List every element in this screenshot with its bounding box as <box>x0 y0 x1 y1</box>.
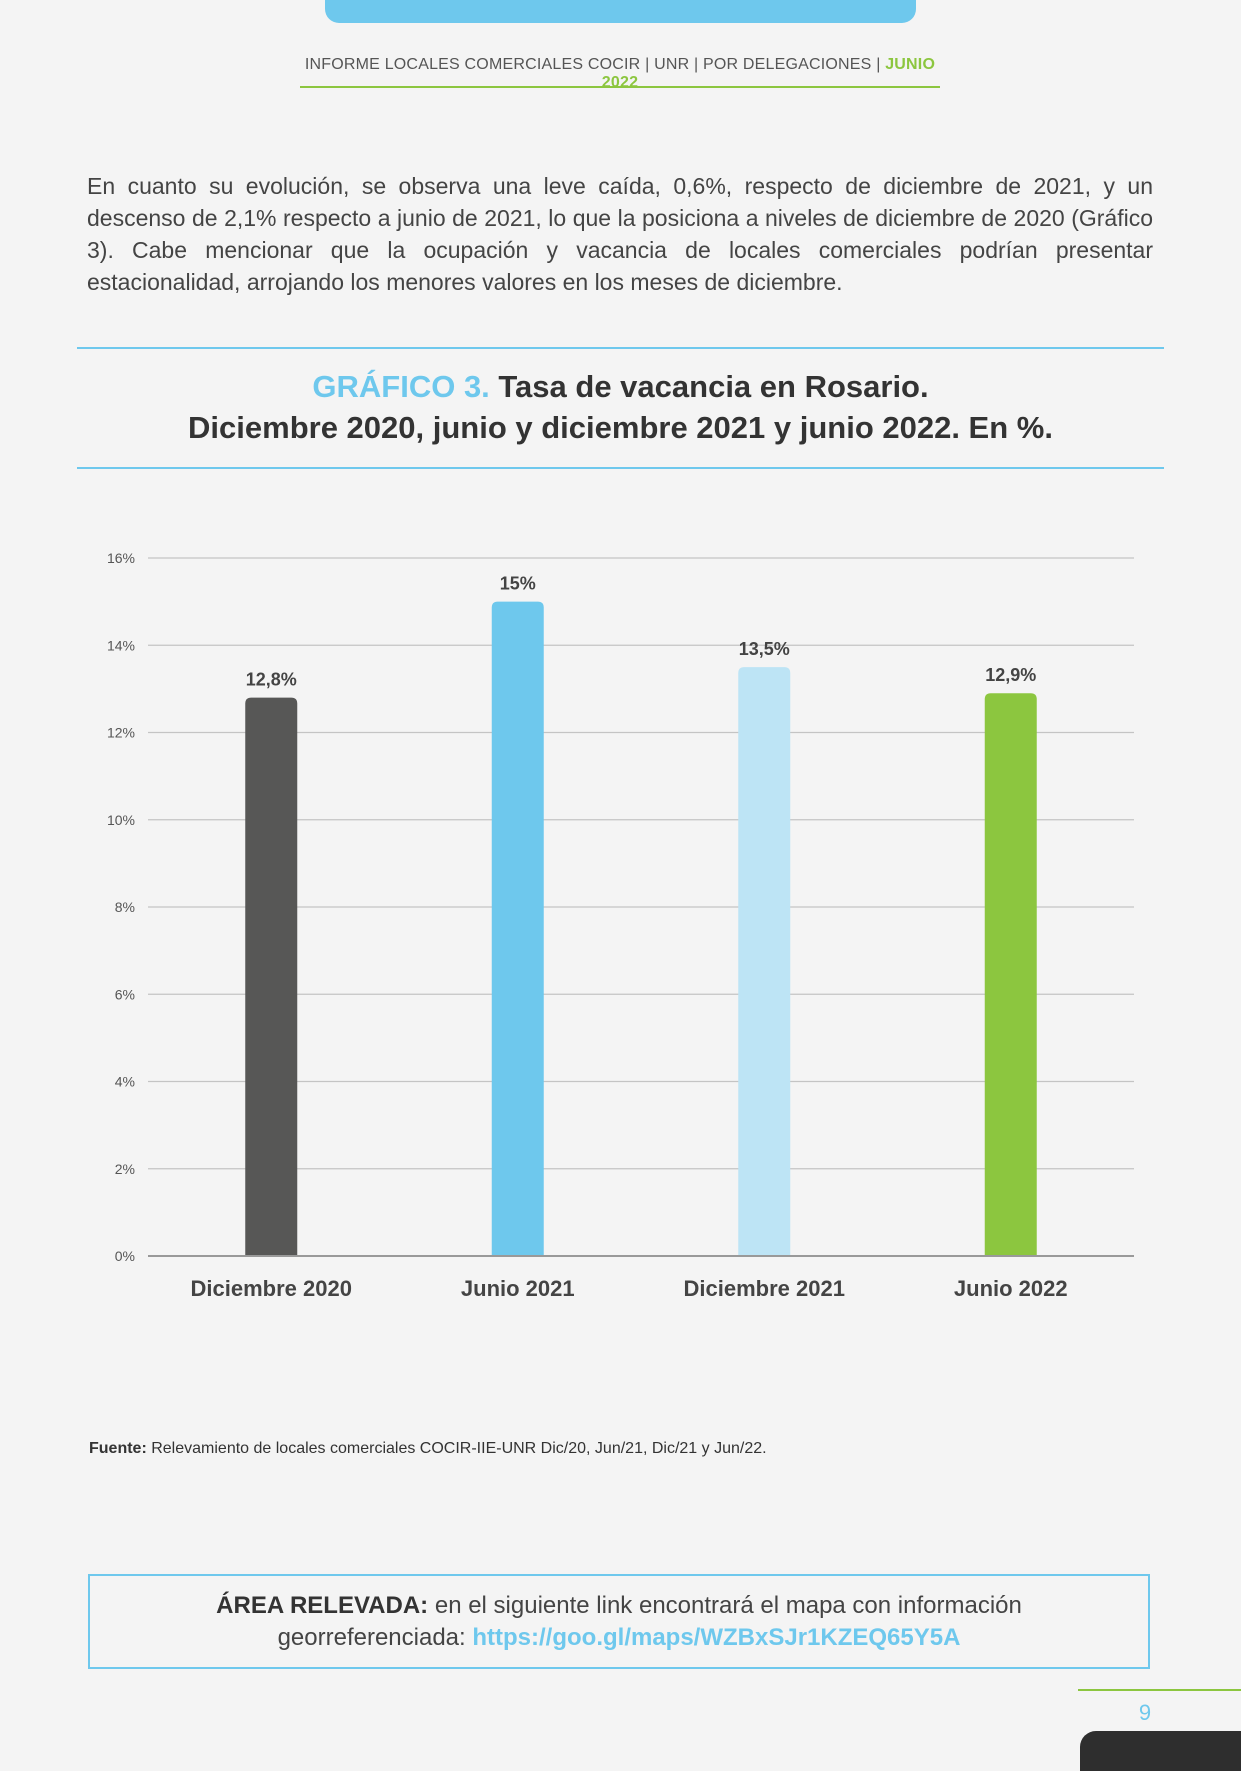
y-tick-label: 8% <box>115 899 135 915</box>
y-tick-label: 12% <box>107 725 135 741</box>
y-tick-label: 2% <box>115 1161 135 1177</box>
x-tick-label: Junio 2022 <box>954 1276 1068 1301</box>
area-relevada-box: ÁREA RELEVADA: en el siguiente link enco… <box>88 1574 1150 1669</box>
y-tick-label: 16% <box>107 550 135 566</box>
chart-title: GRÁFICO 3. Tasa de vacancia en Rosario. … <box>77 366 1164 448</box>
source-text: Relevamiento de locales comerciales COCI… <box>146 1440 767 1457</box>
y-tick-label: 10% <box>107 812 135 828</box>
bar-chart: 0% 2% 4% 6% 8% 10% 12% 14% 16% 12,8% Diciembre 202… <box>107 550 1134 1301</box>
corner-decoration <box>1080 1731 1241 1771</box>
source-label: Fuente: <box>89 1440 147 1457</box>
bar-3 <box>738 667 791 1256</box>
area-label: ÁREA RELEVADA: <box>216 1592 429 1619</box>
data-label: 12,8% <box>246 670 297 690</box>
y-tick-label: 14% <box>107 637 135 653</box>
data-label: 13,5% <box>739 639 790 659</box>
x-tick-label: Diciembre 2021 <box>684 1276 845 1301</box>
title-top-rule <box>77 347 1164 349</box>
chart-title-line2: Diciembre 2020, junio y diciembre 2021 y… <box>188 410 1053 445</box>
map-link[interactable]: https://goo.gl/maps/WZBxSJr1KZEQ65Y5A <box>472 1624 961 1651</box>
top-tab-decoration <box>325 0 916 23</box>
bar-4 <box>984 693 1037 1256</box>
y-tick-label: 4% <box>115 1074 135 1090</box>
page-number: 9 <box>1138 1700 1152 1725</box>
bar-2 <box>491 601 544 1256</box>
x-tick-label: Diciembre 2020 <box>191 1276 352 1301</box>
source-note: Fuente: Relevamiento de locales comercia… <box>89 1440 767 1458</box>
x-tick-label: Junio 2021 <box>461 1276 575 1301</box>
data-label: 15% <box>500 574 536 594</box>
y-tick-label: 0% <box>115 1248 135 1264</box>
y-tick-label: 6% <box>115 986 135 1002</box>
intro-paragraph: En cuanto su evolución, se observa una l… <box>87 173 1153 295</box>
chart-title-line1: Tasa de vacancia en Rosario. <box>498 369 929 404</box>
footer-rule <box>1078 1689 1241 1691</box>
bar-1 <box>245 697 298 1256</box>
running-header-text: INFORME LOCALES COMERCIALES COCIR | UNR … <box>304 56 886 73</box>
area-text-2: georreferenciada: <box>277 1624 473 1651</box>
header-rule <box>300 86 940 88</box>
data-label: 12,9% <box>985 665 1036 685</box>
chart-number: GRÁFICO 3. <box>312 369 490 404</box>
title-bottom-rule <box>77 467 1164 469</box>
area-text-1: en el siguiente link encontrará el mapa … <box>428 1592 1022 1619</box>
